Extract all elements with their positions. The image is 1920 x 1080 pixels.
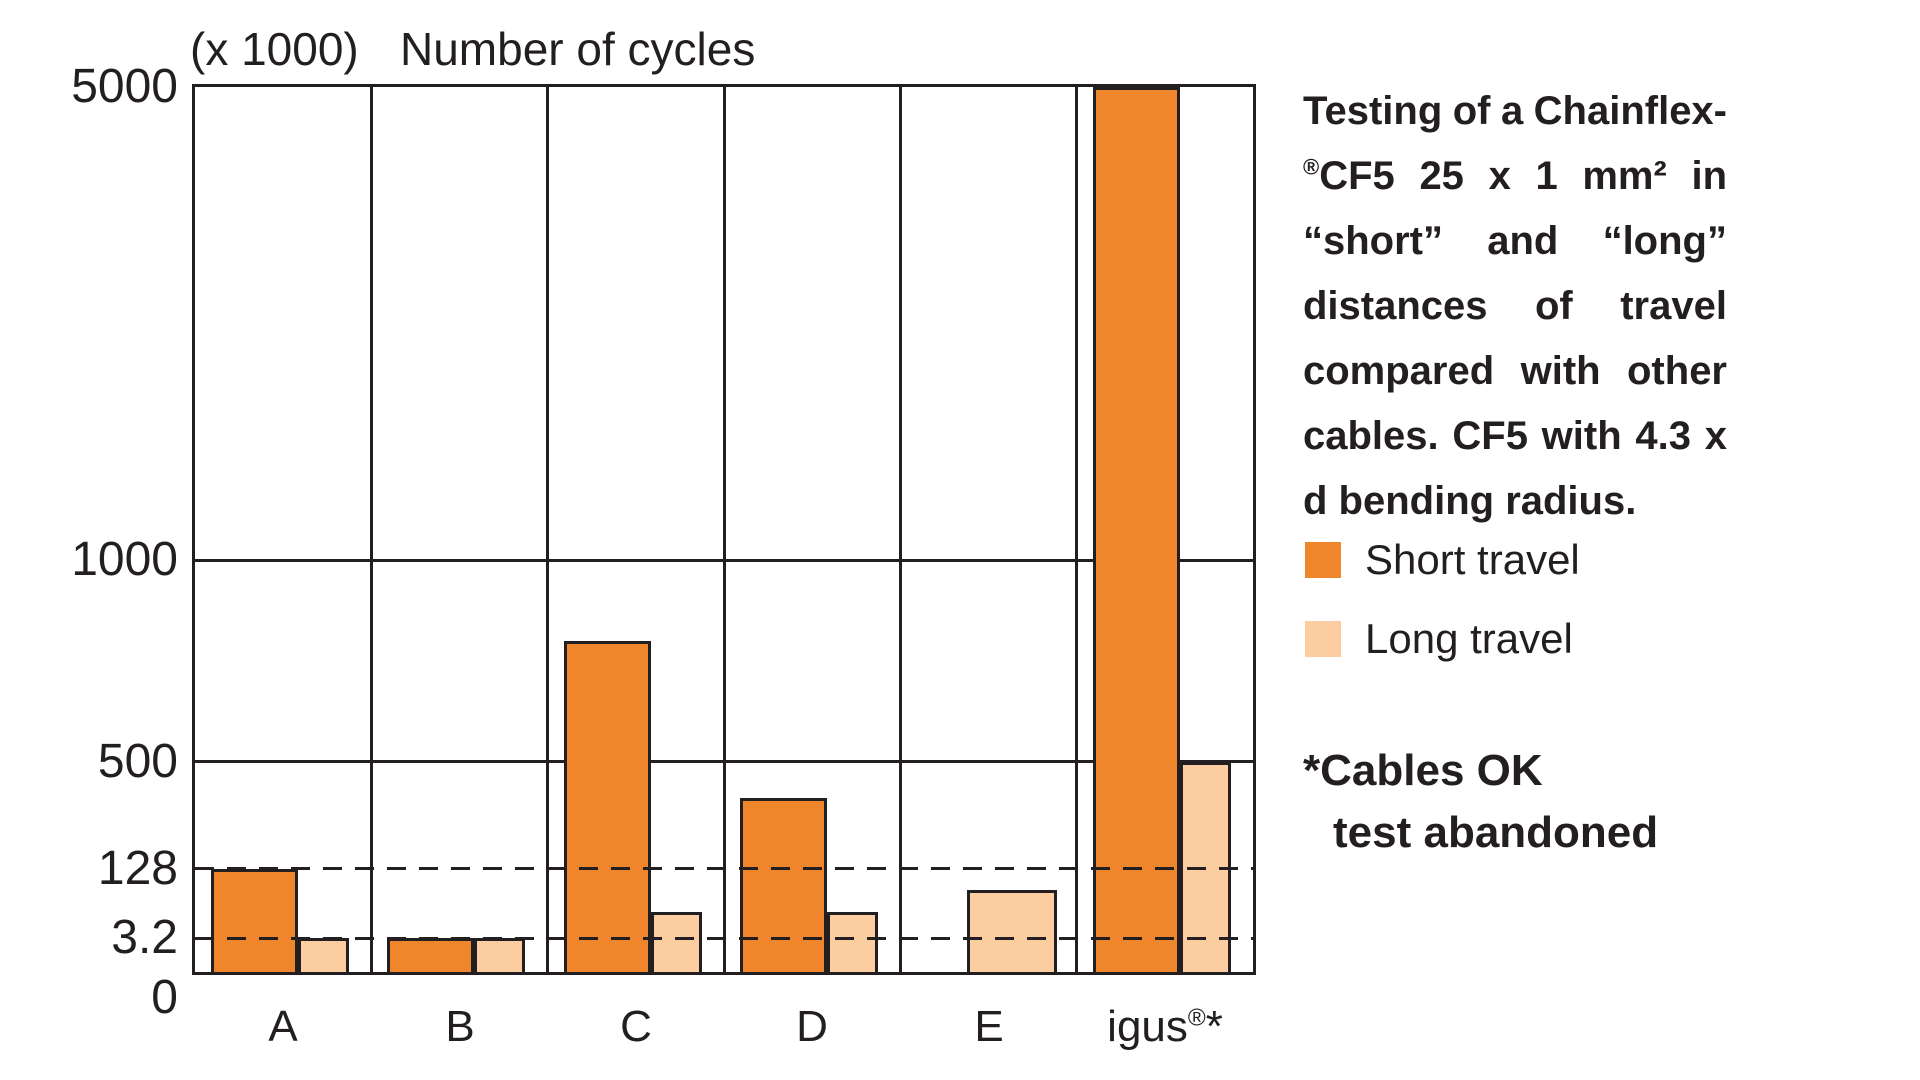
- description-word: 1: [1535, 154, 1558, 198]
- x-label-E: E: [974, 1002, 1004, 1051]
- gridline-500: [195, 760, 1253, 764]
- legend-item-long-travel: Long travel: [1305, 615, 1573, 663]
- description-word: with: [1541, 414, 1622, 458]
- y-tick-1000: 1000: [71, 533, 178, 586]
- legend-swatch-icon: [1305, 621, 1341, 657]
- description-word: mm²: [1582, 154, 1667, 198]
- description-line-7: d bending radius.: [1303, 479, 1637, 523]
- description-word: travel: [1620, 284, 1727, 328]
- legend-swatch-icon: [1305, 542, 1341, 578]
- x-label-B: B: [445, 1002, 475, 1051]
- description-word: distances: [1303, 284, 1488, 328]
- description-word: x: [1704, 414, 1727, 458]
- y-tick-3.2: 3.2: [111, 911, 178, 964]
- description-word: “long”: [1602, 219, 1727, 263]
- description-word: and: [1487, 219, 1559, 263]
- bar-short-D: [740, 798, 827, 972]
- bar-short-A: [211, 869, 298, 972]
- description-word: with: [1520, 349, 1601, 393]
- description-line-1: Testing of a Chainflex-: [1303, 79, 1727, 144]
- description-word: compared: [1303, 349, 1495, 393]
- description-word: of: [1535, 284, 1573, 328]
- bar-long-A: [298, 938, 349, 972]
- bar-long-E: [967, 890, 1058, 972]
- description-line-5: compared with other: [1303, 339, 1727, 404]
- description-word: a: [1500, 89, 1524, 133]
- description-line-4: distances of travel: [1303, 274, 1727, 339]
- footnote-line-1: *Cables OK: [1303, 746, 1543, 795]
- description-word: CF5: [1452, 414, 1528, 458]
- bar-long-C: [650, 912, 702, 972]
- x-label-D: D: [796, 1002, 828, 1051]
- bar-short-igus: [1092, 87, 1180, 972]
- description-word: in: [1691, 154, 1727, 198]
- x-label-A: A: [268, 1002, 298, 1051]
- gridline-1000: [195, 558, 1253, 562]
- footnote-line-2: test abandoned: [1333, 808, 1659, 857]
- legend-label: Long travel: [1365, 615, 1573, 662]
- chart-title: Number of cycles: [400, 23, 756, 75]
- column-divider: [898, 87, 902, 972]
- column-divider: [546, 87, 550, 972]
- column-divider: [369, 87, 373, 972]
- description-word: Chainflex-: [1533, 89, 1727, 133]
- description-text: Testing of a Chainflex- ®CF5 25 x 1 mm² in “short”…: [1303, 79, 1727, 534]
- x-label-igus: igus®*: [1107, 1002, 1223, 1051]
- description-line-3: “short” and “long”: [1303, 209, 1727, 274]
- y-tick-128: 128: [97, 842, 178, 895]
- description-word: 25: [1419, 154, 1464, 198]
- description-word: cables.: [1303, 414, 1439, 458]
- description-word: of: [1452, 89, 1491, 133]
- y-axis-unit-label: (x 1000): [190, 23, 359, 75]
- chart-plot: [192, 84, 1256, 975]
- bar-long-D: [827, 912, 878, 972]
- description-word: x: [1488, 154, 1511, 198]
- bar-long-B: [474, 938, 526, 972]
- y-tick-5000: 5000: [71, 60, 178, 113]
- x-label-C: C: [620, 1002, 652, 1051]
- description-word: 4.3: [1635, 414, 1691, 458]
- bar-short-B: [387, 938, 475, 972]
- description-line-6: cables. CF5 with 4.3 x: [1303, 404, 1727, 469]
- y-tick-500: 500: [97, 735, 178, 788]
- description-word: Testing: [1303, 89, 1443, 133]
- dashed-gridline-128: [195, 867, 1253, 871]
- dashed-gridline-3.2: [195, 936, 1253, 940]
- description-word: ®CF5: [1303, 154, 1395, 198]
- description-word: “short”: [1303, 219, 1443, 263]
- y-tick-0: 0: [151, 971, 178, 1024]
- bar-short-C: [563, 641, 651, 972]
- footnote: *Cables OK test abandoned: [1303, 740, 1658, 864]
- column-divider: [722, 87, 726, 972]
- legend-item-short-travel: Short travel: [1305, 536, 1580, 584]
- description-word: other: [1627, 349, 1727, 393]
- column-divider: [1075, 87, 1079, 972]
- description-line-2: ®CF5 25 x 1 mm² in: [1303, 144, 1727, 209]
- legend-label: Short travel: [1365, 536, 1580, 583]
